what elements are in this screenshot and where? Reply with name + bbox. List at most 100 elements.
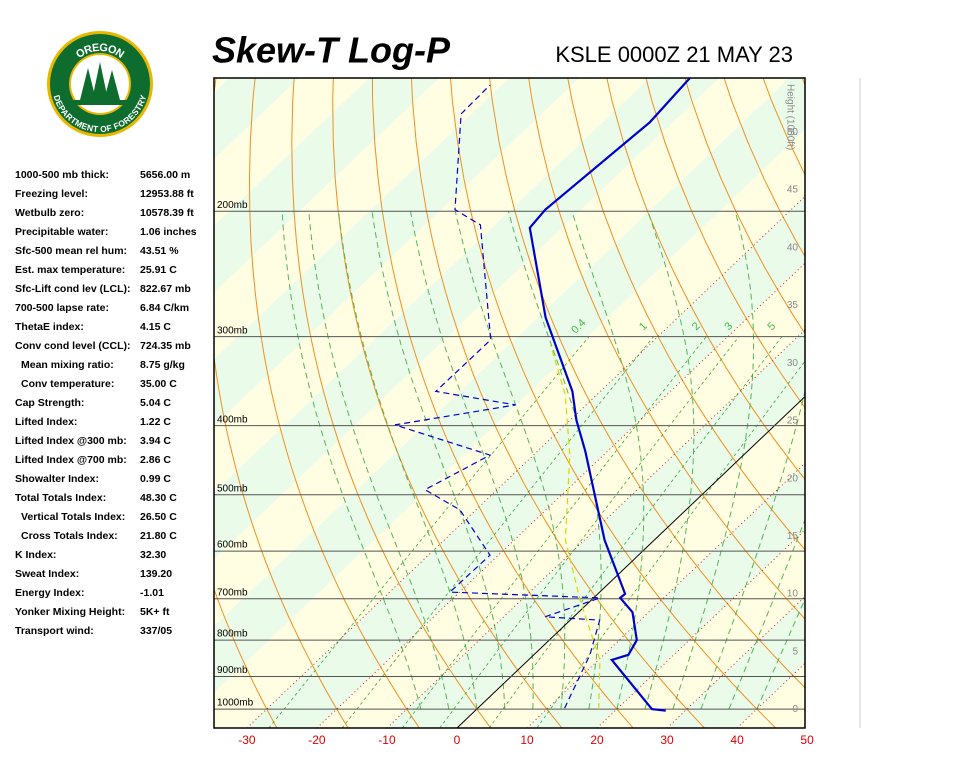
isotherm-band — [737, 663, 805, 728]
isotherm — [456, 395, 805, 728]
isotherm-band — [527, 463, 805, 728]
index-row: Mean mixing ratio: 8.75 g/kg — [15, 356, 197, 375]
y2-tick-label: 0 — [792, 704, 798, 715]
y-tick-label: 500mb — [217, 483, 248, 494]
index-label: Conv cond level (CCL): — [15, 340, 131, 352]
index-label: 1000-500 mb thick: — [15, 169, 109, 181]
y2-tick-label: 5 — [792, 646, 798, 657]
index-row: K Index: 32.30 — [15, 546, 197, 565]
index-value: -1.01 — [140, 587, 164, 599]
x-tick-label: -30 — [238, 733, 256, 747]
index-value: 35.00 C — [140, 378, 177, 390]
y-tick-label: 1000mb — [217, 698, 254, 709]
y2-tick-label: 40 — [787, 242, 799, 253]
index-row: Sweat Index: 139.20 — [15, 565, 197, 584]
index-label: 700-500 lapse rate: — [15, 302, 109, 314]
x-tick-label: 20 — [590, 733, 604, 747]
index-label: Transport wind: — [15, 625, 94, 637]
index-row: ThetaE index: 4.15 C — [15, 318, 197, 337]
y2-tick-label: 20 — [787, 473, 799, 484]
index-label: Conv temperature: — [21, 378, 115, 390]
index-label: Lifted Index @700 mb: — [15, 454, 127, 466]
moist-adiabat — [308, 211, 450, 710]
index-value: 25.91 C — [140, 264, 177, 276]
index-value: 2.86 C — [140, 454, 171, 466]
index-label: Showalter Index: — [15, 473, 100, 485]
index-label: Lifted Index @300 mb: — [15, 435, 127, 447]
index-row: Sfc-500 mean rel hum: 43.51 % — [15, 242, 197, 261]
isotherm-band — [214, 129, 805, 728]
isotherm-band — [597, 529, 805, 728]
index-value: 48.30 C — [140, 492, 177, 504]
index-label: Freezing level: — [15, 188, 88, 200]
mixing-ratio-line — [488, 336, 783, 728]
plot-background — [214, 53, 960, 733]
dry-adiabat — [645, 78, 805, 409]
dry-adiabat — [907, 53, 960, 733]
isotherm-band — [807, 78, 960, 728]
y2-tick-label: 25 — [787, 416, 799, 427]
index-row: Transport wind: 337/05 — [15, 622, 197, 641]
index-label: Est. max temperature: — [15, 264, 126, 276]
profile-line — [528, 78, 691, 712]
logo: OREGON DEPARTMENT OF FORESTRY — [47, 31, 153, 137]
station: KSLE 0000Z 21 MAY 23 — [555, 42, 793, 67]
y2-label: Height (1000ft) — [784, 84, 795, 150]
plot-frame — [213, 77, 806, 729]
mixing-ratio-line — [536, 360, 805, 728]
y-tick-label: 400mb — [217, 414, 248, 425]
index-label: Yonker Mixing Height: — [15, 606, 126, 618]
index-row: Est. max temperature: 25.91 C — [15, 261, 197, 280]
index-value: 5656.00 m — [140, 169, 191, 181]
dry-adiabat — [606, 78, 805, 481]
index-value: 21.80 C — [140, 530, 177, 542]
dry-adiabat — [214, 587, 278, 728]
x-tick-label: 40 — [730, 733, 744, 747]
index-label: K Index: — [15, 549, 57, 561]
index-label: Total Totals Index: — [15, 492, 107, 504]
index-row: Yonker Mixing Height: 5K+ ft — [15, 603, 197, 622]
index-row: Cross Totals Index: 21.80 C — [15, 527, 197, 546]
profile-line — [394, 84, 601, 709]
profile-line — [549, 344, 601, 710]
index-value: 724.35 mb — [140, 340, 191, 352]
x-tick-label: -20 — [308, 733, 326, 747]
isotherm — [807, 78, 960, 728]
y2-tick-label: 45 — [787, 185, 799, 196]
index-row: 700-500 lapse rate: 6.84 C/km — [15, 299, 197, 318]
index-row: Wetbulb zero: 10578.39 ft — [15, 204, 197, 223]
moist-adiabat — [507, 211, 602, 710]
mixing-ratio-line — [341, 336, 654, 728]
index-label: Precipitable water: — [15, 226, 109, 238]
index-value: 6.84 C/km — [140, 302, 190, 314]
y2-tick-label: 15 — [787, 531, 799, 542]
y-tick-label: 200mb — [217, 200, 248, 211]
index-value: 0.99 C — [140, 473, 171, 485]
index-value: 5.04 C — [140, 397, 171, 409]
index-value: 4.15 C — [140, 321, 171, 333]
index-value: 32.30 — [140, 549, 167, 561]
index-row: Lifted Index @700 mb: 2.86 C — [15, 451, 197, 470]
index-value: 3.94 C — [140, 435, 171, 447]
index-value: 5K+ ft — [140, 606, 170, 618]
index-value: 139.20 — [140, 568, 173, 580]
y2-tick-label: 50 — [787, 127, 799, 138]
index-label: Vertical Totals Index: — [21, 511, 126, 523]
dry-adiabat — [801, 78, 805, 87]
index-row: Cap Strength: 5.04 C — [15, 394, 197, 413]
index-row: Vertical Totals Index: 26.50 C — [15, 508, 197, 527]
x-tick-label: 10 — [520, 733, 534, 747]
index-value: 12953.88 ft — [140, 188, 194, 200]
index-row: 1000-500 mb thick: 5656.00 m — [15, 166, 197, 185]
moist-adiabat — [410, 211, 534, 710]
index-row: Freezing level: 12953.88 ft — [15, 185, 197, 204]
index-label: Lifted Index: — [15, 416, 78, 428]
y2-tick-label: 30 — [787, 358, 799, 369]
index-row: Total Totals Index: 48.30 C — [15, 489, 197, 508]
index-label: Energy Index: — [15, 587, 85, 599]
moist-adiabat — [454, 211, 566, 710]
y-tick-label: 600mb — [217, 540, 248, 551]
y-tick-label: 800mb — [217, 629, 248, 640]
index-value: 337/05 — [140, 625, 173, 637]
